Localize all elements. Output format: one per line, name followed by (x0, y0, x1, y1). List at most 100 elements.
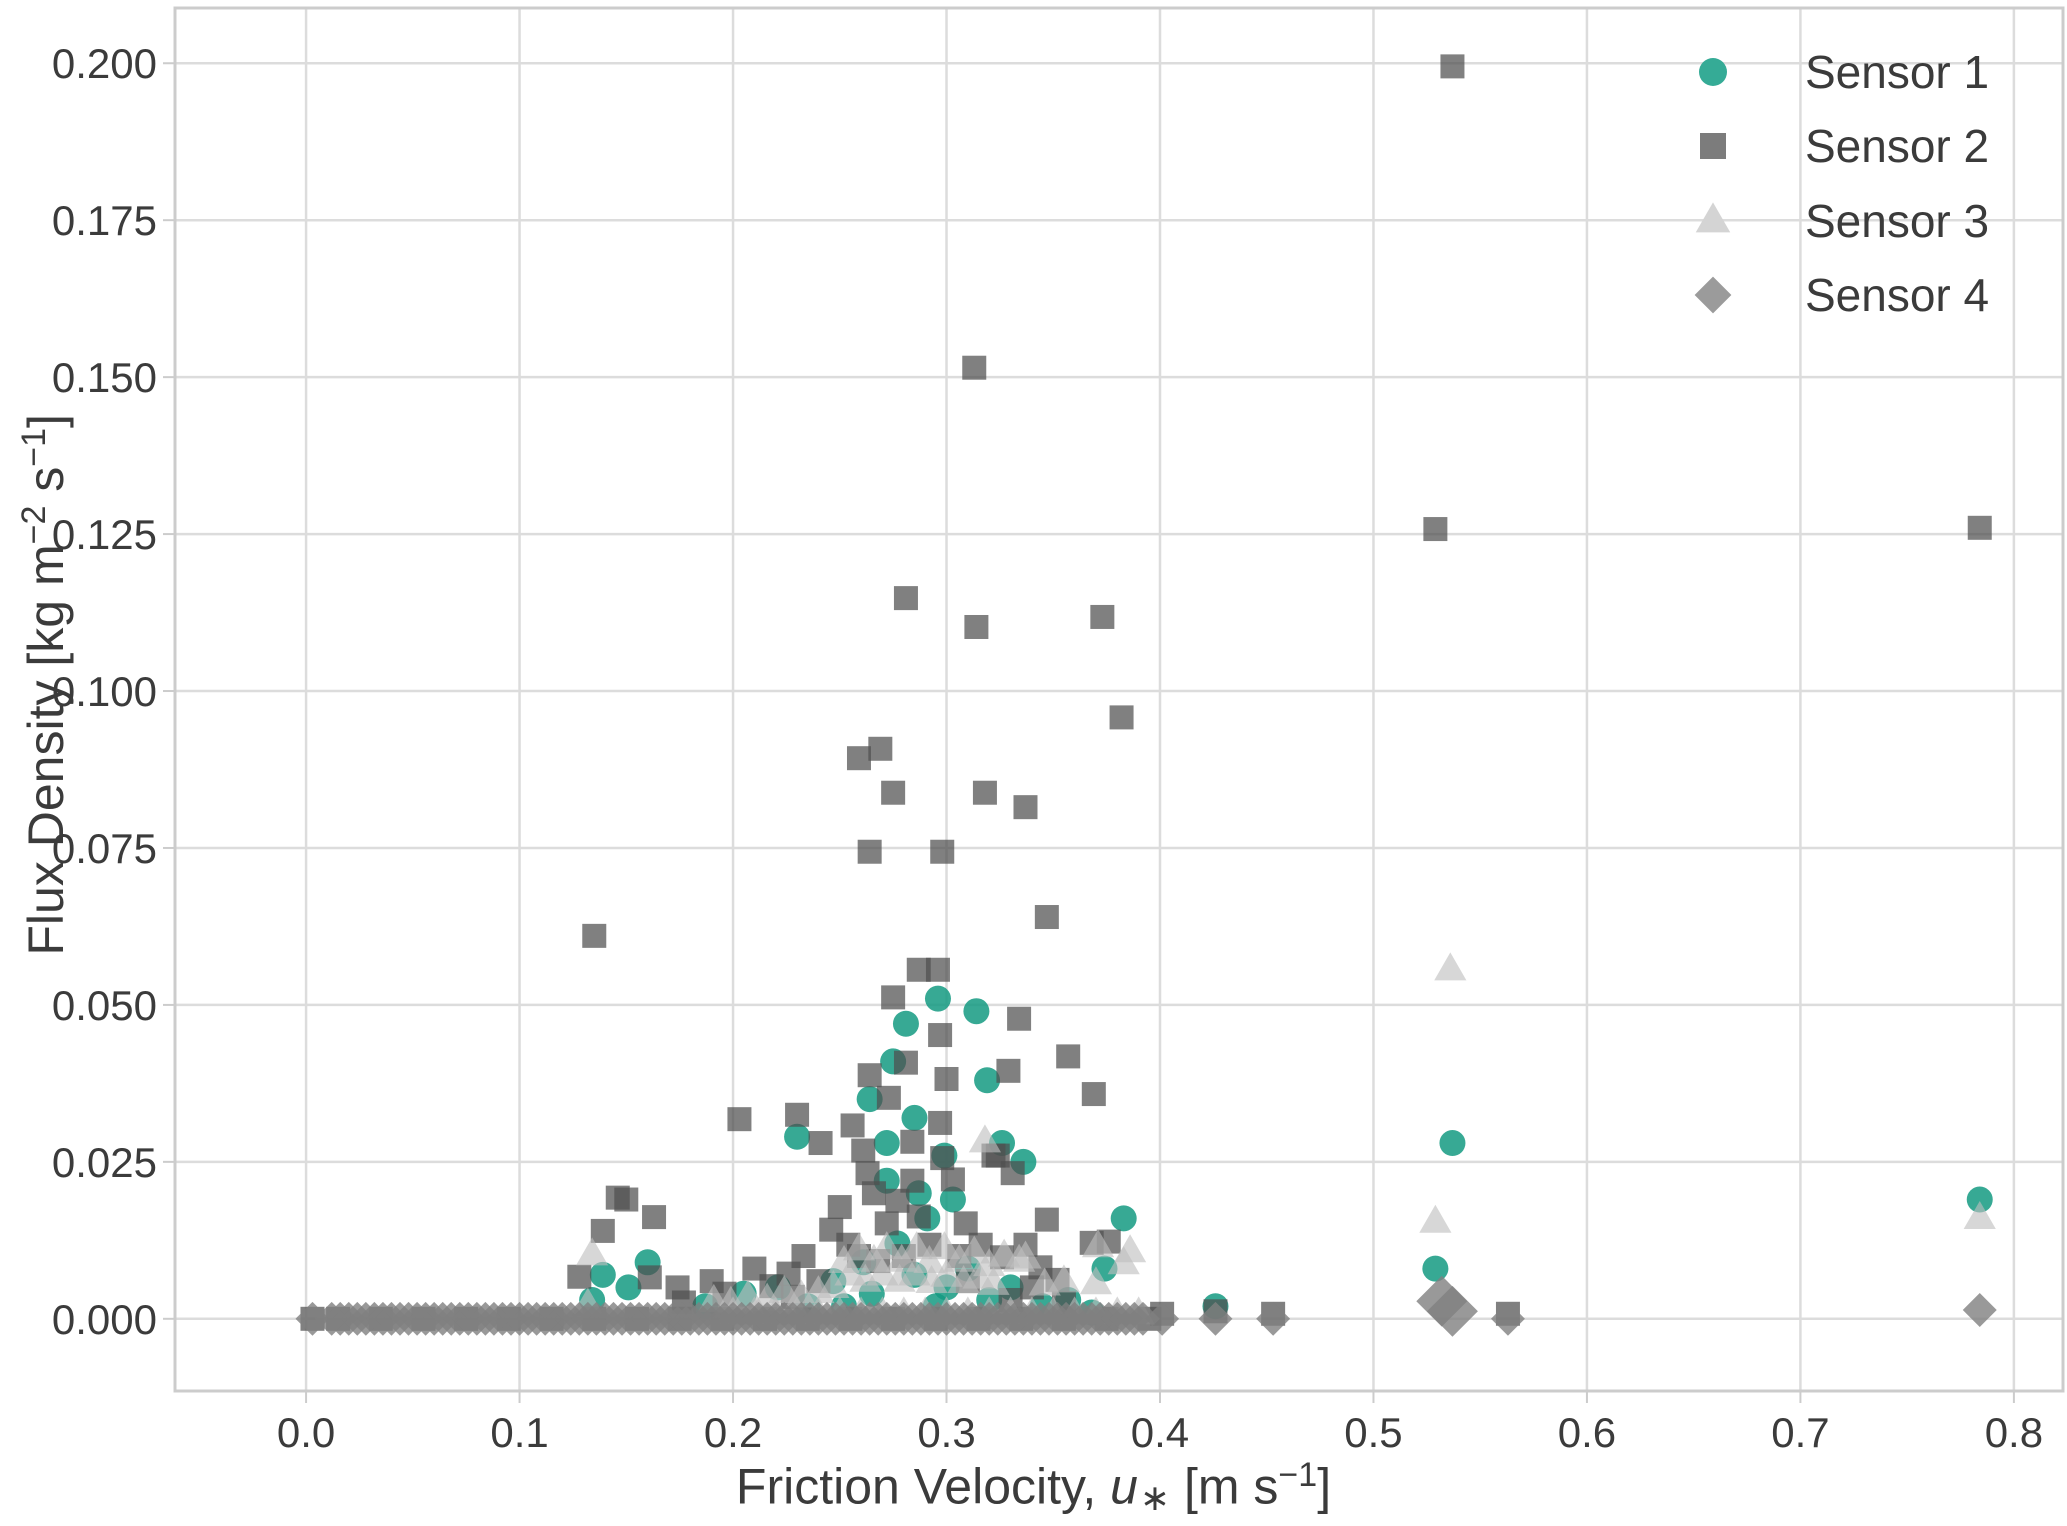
x-axis-label: Friction Velocity, u∗ [m s−1] (0, 1456, 2067, 1519)
marker-sensor-2 (742, 1256, 767, 1281)
y-tick-label: 0.150 (52, 354, 157, 401)
y-tick-label: 0.050 (52, 982, 157, 1029)
marker-sensor-3 (1963, 1201, 1996, 1230)
x-tick-label: 0.1 (490, 1409, 548, 1456)
x-axis-subscript: ∗ (1139, 1477, 1171, 1519)
marker-sensor-2 (857, 1063, 882, 1088)
marker-sensor-2 (934, 1066, 959, 1091)
marker-sensor-3 (898, 1257, 931, 1286)
marker-sensor-1 (1439, 1130, 1466, 1157)
x-tick-label: 0.4 (1131, 1409, 1189, 1456)
marker-sensor-4 (1125, 1301, 1160, 1336)
series-sensor-2 (300, 54, 1992, 1331)
y-tick-label: 0.000 (52, 1296, 157, 1343)
marker-sensor-2 (925, 957, 950, 982)
y-axis-superscript-2: −1 (15, 427, 54, 467)
marker-sensor-2 (1109, 705, 1134, 730)
marker-sensor-2 (1034, 905, 1059, 930)
y-axis-label: Flux Density [kg m−2 s−1] (15, 290, 75, 1080)
marker-sensor-3 (1434, 952, 1467, 981)
x-tick-label: 0.2 (704, 1409, 762, 1456)
marker-sensor-2 (881, 985, 906, 1010)
series-sensor-4 (295, 1275, 1997, 1337)
marker-sensor-4 (1490, 1301, 1525, 1336)
marker-sensor-2 (1967, 515, 1992, 540)
marker-sensor-2 (785, 1102, 810, 1127)
triangle-legend-icon (1695, 202, 1731, 233)
marker-sensor-2 (972, 780, 997, 805)
marker-sensor-1 (589, 1261, 616, 1288)
tick-marks: 0.0 0.1 0.2 0.3 0.4 0.5 0.6 0.7 0.8 0.000 0.025 0.0… (52, 40, 2043, 1456)
marker-sensor-2 (1423, 517, 1448, 542)
y-tick-label: 0.125 (52, 511, 157, 558)
marker-sensor-2 (906, 1204, 931, 1229)
legend: Sensor 1 Sensor 2 Sensor 3 Sensor 4 (1694, 46, 1989, 321)
marker-sensor-3 (930, 1258, 963, 1287)
marker-sensor-1 (856, 1086, 883, 1113)
marker-sensor-1 (901, 1104, 928, 1131)
marker-sensor-4 (1962, 1293, 1997, 1327)
y-tick-label: 0.025 (52, 1139, 157, 1186)
marker-sensor-2 (930, 839, 955, 864)
diamond-legend-icon (1694, 276, 1732, 314)
marker-sensor-1 (615, 1274, 642, 1301)
gridlines (175, 8, 2063, 1391)
marker-sensor-3 (870, 1231, 903, 1260)
y-tick-label: 0.100 (52, 668, 157, 715)
marker-sensor-1 (1422, 1255, 1449, 1282)
y-tick-label: 0.075 (52, 825, 157, 872)
marker-sensor-3 (1047, 1264, 1081, 1293)
legend-label: Sensor 1 (1805, 46, 1989, 98)
marker-sensor-2 (964, 614, 989, 639)
marker-sensor-2 (1090, 604, 1115, 629)
plot-border (173, 6, 2065, 1393)
x-tick-label: 0.8 (1985, 1409, 2043, 1456)
x-tick-label: 0.7 (1771, 1409, 1829, 1456)
x-axis-label-text: Friction Velocity, (735, 1458, 1111, 1515)
marker-sensor-3 (576, 1237, 609, 1266)
marker-sensor-2 (928, 1023, 953, 1048)
marker-sensor-4 (295, 1301, 330, 1336)
marker-sensor-2 (1056, 1044, 1081, 1069)
marker-sensor-2 (996, 1058, 1021, 1083)
x-tick-label: 0.0 (277, 1409, 335, 1456)
marker-sensor-3 (943, 1243, 976, 1272)
marker-sensor-2 (727, 1107, 752, 1132)
marker-sensor-2 (928, 1110, 953, 1135)
marker-sensor-2 (861, 1181, 886, 1206)
marker-sensor-2 (582, 923, 607, 948)
marker-sensor-2 (614, 1187, 639, 1212)
marker-sensor-2 (851, 1138, 876, 1163)
legend-item-sensor-4: Sensor 4 (1694, 269, 1989, 321)
marker-sensor-2 (567, 1264, 592, 1289)
marker-sensor-2 (885, 1188, 910, 1213)
marker-sensor-1 (1110, 1205, 1137, 1232)
marker-sensor-3 (928, 1231, 961, 1260)
marker-sensor-2 (900, 1168, 925, 1193)
marker-sensor-2 (893, 1050, 918, 1075)
legend-label: Sensor 4 (1805, 269, 1989, 321)
marker-sensor-3 (1009, 1240, 1042, 1269)
y-axis-superscript-1: −2 (15, 505, 54, 545)
marker-sensor-3 (768, 1275, 801, 1304)
legend-label: Sensor 2 (1805, 120, 1989, 172)
marker-sensor-2 (1000, 1161, 1025, 1186)
marker-sensor-2 (846, 746, 871, 771)
marker-sensor-3 (958, 1235, 991, 1264)
marker-sensor-2 (827, 1195, 852, 1220)
marker-sensor-2 (953, 1211, 978, 1236)
y-tick-label: 0.175 (52, 197, 157, 244)
x-tick-label: 0.3 (917, 1409, 975, 1456)
x-axis-superscript: −1 (1278, 1456, 1318, 1494)
marker-sensor-3 (842, 1232, 876, 1261)
marker-sensor-3 (900, 1231, 933, 1260)
marker-sensor-3 (968, 1124, 1002, 1153)
legend-label: Sensor 3 (1805, 195, 1989, 247)
marker-sensor-1 (924, 985, 951, 1012)
square-legend-icon (1700, 133, 1726, 159)
marker-sensor-1 (1966, 1186, 1993, 1213)
marker-sensor-2 (857, 839, 882, 864)
marker-sensor-2 (637, 1265, 662, 1290)
